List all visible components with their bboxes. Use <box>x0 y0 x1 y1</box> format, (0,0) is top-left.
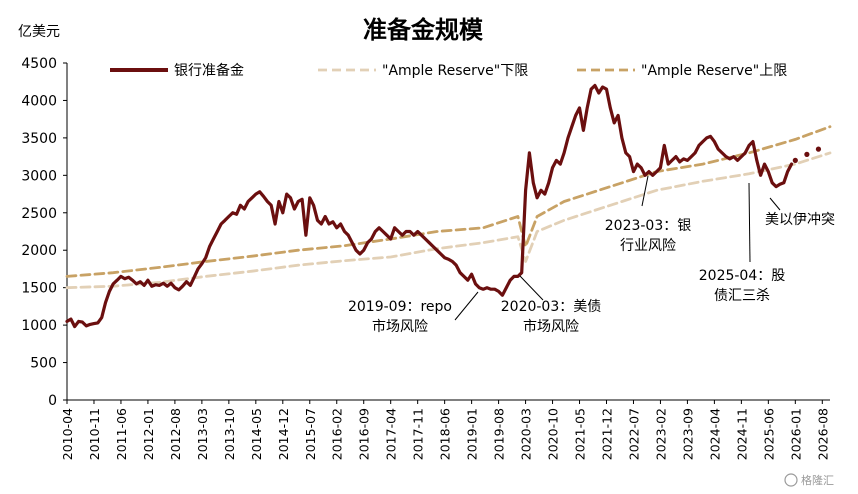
annotation-text: 市场风险 <box>372 318 428 335</box>
annotation-leader-line <box>519 275 544 301</box>
x-tick-label: 2017-11 <box>411 408 426 460</box>
y-tick-label: 0 <box>48 393 57 409</box>
watermark-logo-icon <box>784 473 798 487</box>
x-axis: 2010-04 2010-11 2011-06 2012-01 2012-08 2013-… <box>60 399 830 460</box>
x-tick-label: 2012-08 <box>168 408 183 460</box>
annotation-text: 2020-03：美债 <box>501 299 602 315</box>
x-tick-label: 2025-06 <box>761 408 776 460</box>
annotation-leader-line <box>454 291 479 321</box>
x-tick-label: 2023-09 <box>680 408 695 460</box>
y-tick-label: 3500 <box>21 131 57 147</box>
annotation-leader-line <box>769 197 781 211</box>
series-line-upper-bound <box>65 125 832 278</box>
x-tick-label: 2019-01 <box>465 408 480 460</box>
legend-label: 银行准备金 <box>174 62 244 79</box>
x-tick-label: 2012-01 <box>141 408 156 460</box>
x-tick-label: 2020-03 <box>519 408 534 460</box>
annotation-leader-line <box>641 175 649 207</box>
forecast-point <box>815 146 822 152</box>
x-tick-label: 2015-07 <box>303 408 318 460</box>
x-tick-label: 2023-02 <box>653 408 668 460</box>
x-tick-label: 2024-04 <box>707 408 722 460</box>
annotation-text: 美以伊冲突 <box>765 212 835 228</box>
x-tick-label: 2013-03 <box>195 408 210 460</box>
y-tick-label: 1000 <box>21 318 57 334</box>
y-axis: 0 500 1000 1500 2000 2500 3000 3500 4000 4500 <box>21 56 68 409</box>
chart-title: 准备金规模 <box>363 16 484 44</box>
series-line-bank-reserves <box>65 83 794 329</box>
x-tick-label: 2019-08 <box>492 408 507 460</box>
x-tick-label: 2018-06 <box>438 408 453 460</box>
legend-label: "Ample Reserve"下限 <box>382 63 528 79</box>
y-tick-label: 2500 <box>21 206 57 222</box>
annotation-text: 市场风险 <box>523 318 579 335</box>
y-tick-label: 1500 <box>21 281 57 297</box>
x-tick-label: 2011-06 <box>114 408 129 460</box>
y-axis-unit-label: 亿美元 <box>18 24 60 40</box>
x-tick-label: 2020-10 <box>546 408 561 460</box>
annotation-text: 债汇三杀 <box>714 288 770 304</box>
legend-label: "Ample Reserve"上限 <box>641 63 787 79</box>
annotation-text: 行业风险 <box>620 238 676 254</box>
y-tick-label: 2000 <box>21 243 57 259</box>
annotation-leader-line <box>748 182 751 263</box>
x-tick-label: 2026-01 <box>788 408 803 460</box>
y-tick-label: 4000 <box>21 93 57 109</box>
y-tick-label: 500 <box>30 356 57 372</box>
annotation-text: 2019-09：repo <box>348 299 452 315</box>
x-tick-label: 2021-05 <box>573 408 588 460</box>
x-tick-label: 2014-12 <box>276 408 291 460</box>
x-tick-label: 2017-04 <box>384 408 399 460</box>
x-tick-label: 2016-02 <box>330 408 345 460</box>
x-tick-label: 2010-11 <box>87 408 102 460</box>
annotation-layer: 2019-09：repo市场风险2020-03：美债市场风险2023-03：银行… <box>348 175 835 335</box>
x-tick-label: 2026-08 <box>815 408 830 460</box>
watermark-text: 格隆汇 <box>801 473 834 487</box>
x-tick-label: 2016-09 <box>357 408 372 460</box>
x-tick-label: 2014-05 <box>249 408 264 460</box>
x-tick-label: 2010-04 <box>60 408 75 460</box>
y-tick-label: 3000 <box>21 168 57 184</box>
x-tick-label: 2013-10 <box>222 408 237 460</box>
forecast-point <box>792 157 798 163</box>
annotation-text: 2025-04：股 <box>699 268 786 284</box>
x-tick-label: 2021-12 <box>599 408 614 460</box>
y-tick-label: 4500 <box>21 56 57 72</box>
x-tick-label: 2022-07 <box>626 408 641 460</box>
series-layer <box>65 83 832 329</box>
series-line-lower-bound <box>65 151 832 290</box>
watermark: 格隆汇 <box>784 473 834 487</box>
annotation-text: 2023-03：银 <box>605 218 692 234</box>
chart-legend: 银行准备金 "Ample Reserve"下限 "Ample Reserve"上限 <box>110 62 787 79</box>
forecast-point <box>804 151 810 157</box>
x-tick-label: 2024-11 <box>734 408 749 460</box>
